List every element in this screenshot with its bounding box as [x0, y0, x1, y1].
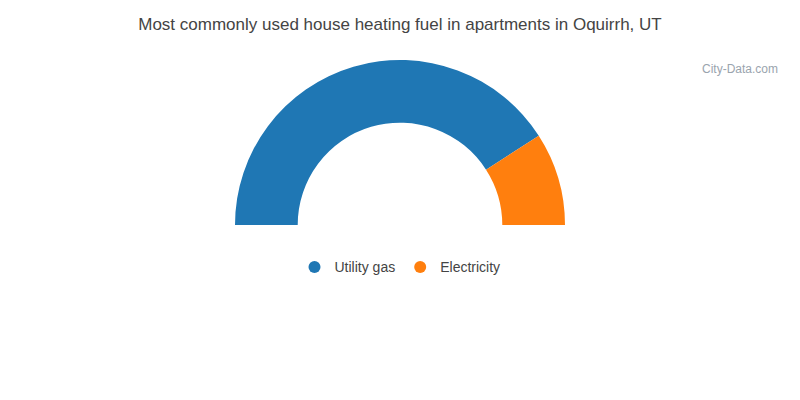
svg-text:Most commonly used house heati: Most commonly used house heating fuel in…: [138, 15, 661, 34]
svg-text:City-Data.com: City-Data.com: [702, 62, 778, 76]
svg-text:Utility gas: Utility gas: [335, 259, 396, 275]
svg-text:Electricity: Electricity: [440, 259, 500, 275]
